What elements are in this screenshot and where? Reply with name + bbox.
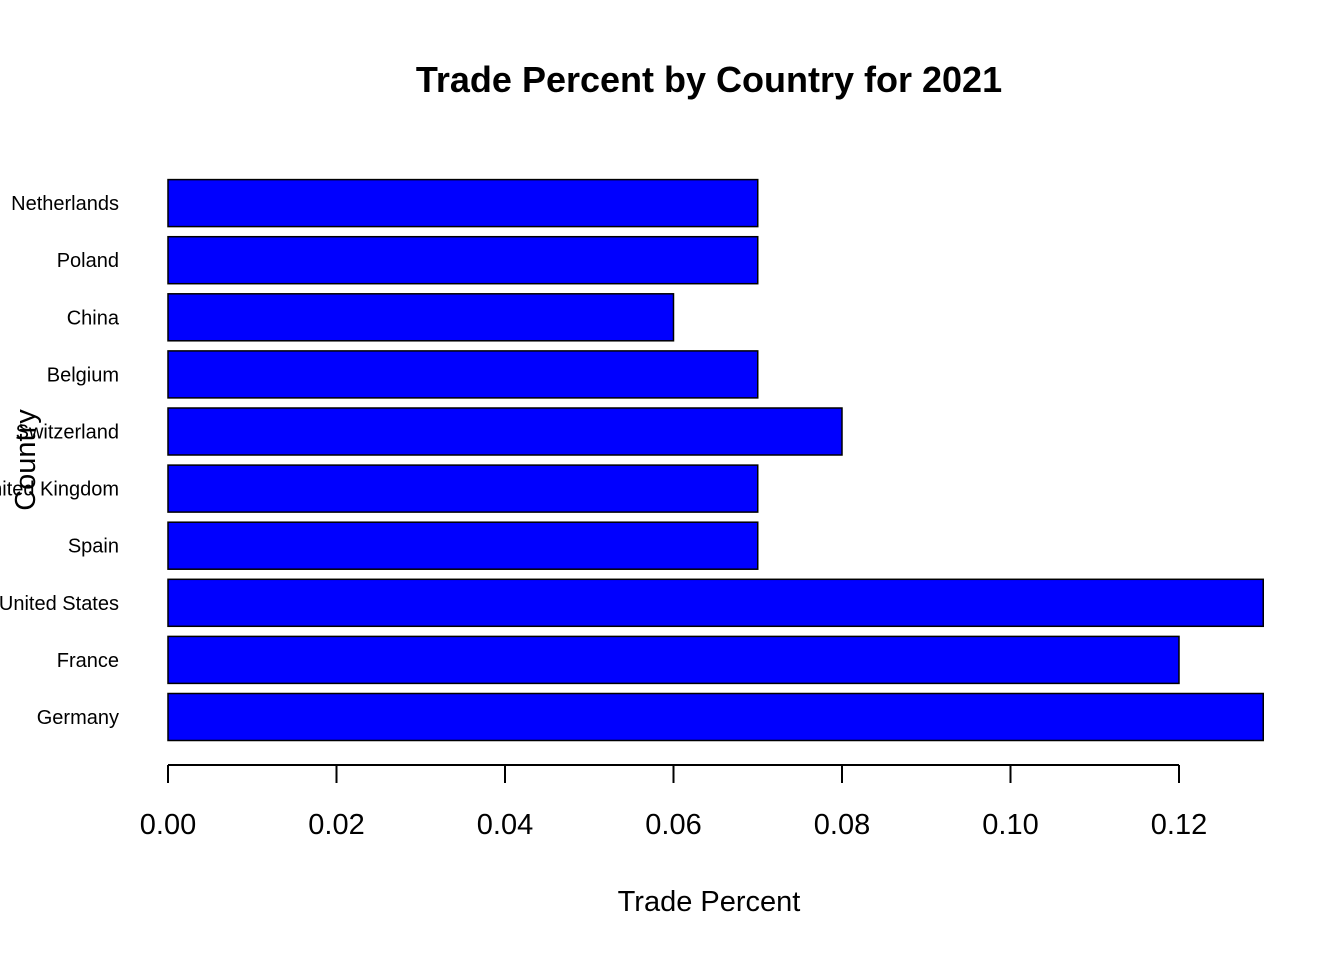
category-label-france: France (57, 650, 119, 672)
x-tick-label: 0.12 (1151, 809, 1207, 841)
category-label-belgium: Belgium (47, 364, 119, 386)
bar-united-states (167, 578, 1264, 628)
bar-spain (167, 521, 759, 570)
bar-netherlands (167, 178, 759, 228)
category-label-poland: Poland (57, 250, 119, 272)
x-tick-label: 0.00 (140, 809, 196, 841)
category-label-switzerland: Switzerland (16, 422, 119, 444)
x-tick-label: 0.02 (308, 809, 364, 841)
x-axis-title: Trade Percent (618, 886, 801, 918)
bars-group (167, 178, 1264, 742)
category-label-united-kingdom: United Kingdom (0, 479, 119, 501)
bar-united-kingdom (167, 464, 759, 513)
x-tick-label: 0.10 (982, 809, 1038, 841)
bar-germany (167, 692, 1264, 742)
x-axis: 0.00 0.02 0.04 0.06 0.08 0.10 0.12 (140, 764, 1207, 841)
bar-belgium (167, 350, 759, 399)
bar-china (167, 293, 675, 342)
bar-france (167, 635, 1180, 685)
category-label-germany: Germany (37, 707, 119, 729)
chart-title: Trade Percent by Country for 2021 (416, 59, 1002, 100)
category-labels: Germany France United States Spain United Ki… (0, 193, 120, 729)
bar-switzerland (167, 407, 843, 456)
x-tick-label: 0.08 (814, 809, 870, 841)
x-tick-label: 0.04 (477, 809, 533, 841)
category-label-china: China (67, 307, 120, 329)
bar-poland (167, 235, 759, 285)
category-label-spain: Spain (68, 536, 119, 558)
y-axis-title: Country (10, 409, 42, 511)
x-tick-label: 0.06 (645, 809, 701, 841)
category-label-netherlands: Netherlands (11, 193, 119, 215)
category-label-united-states: United States (0, 593, 119, 615)
